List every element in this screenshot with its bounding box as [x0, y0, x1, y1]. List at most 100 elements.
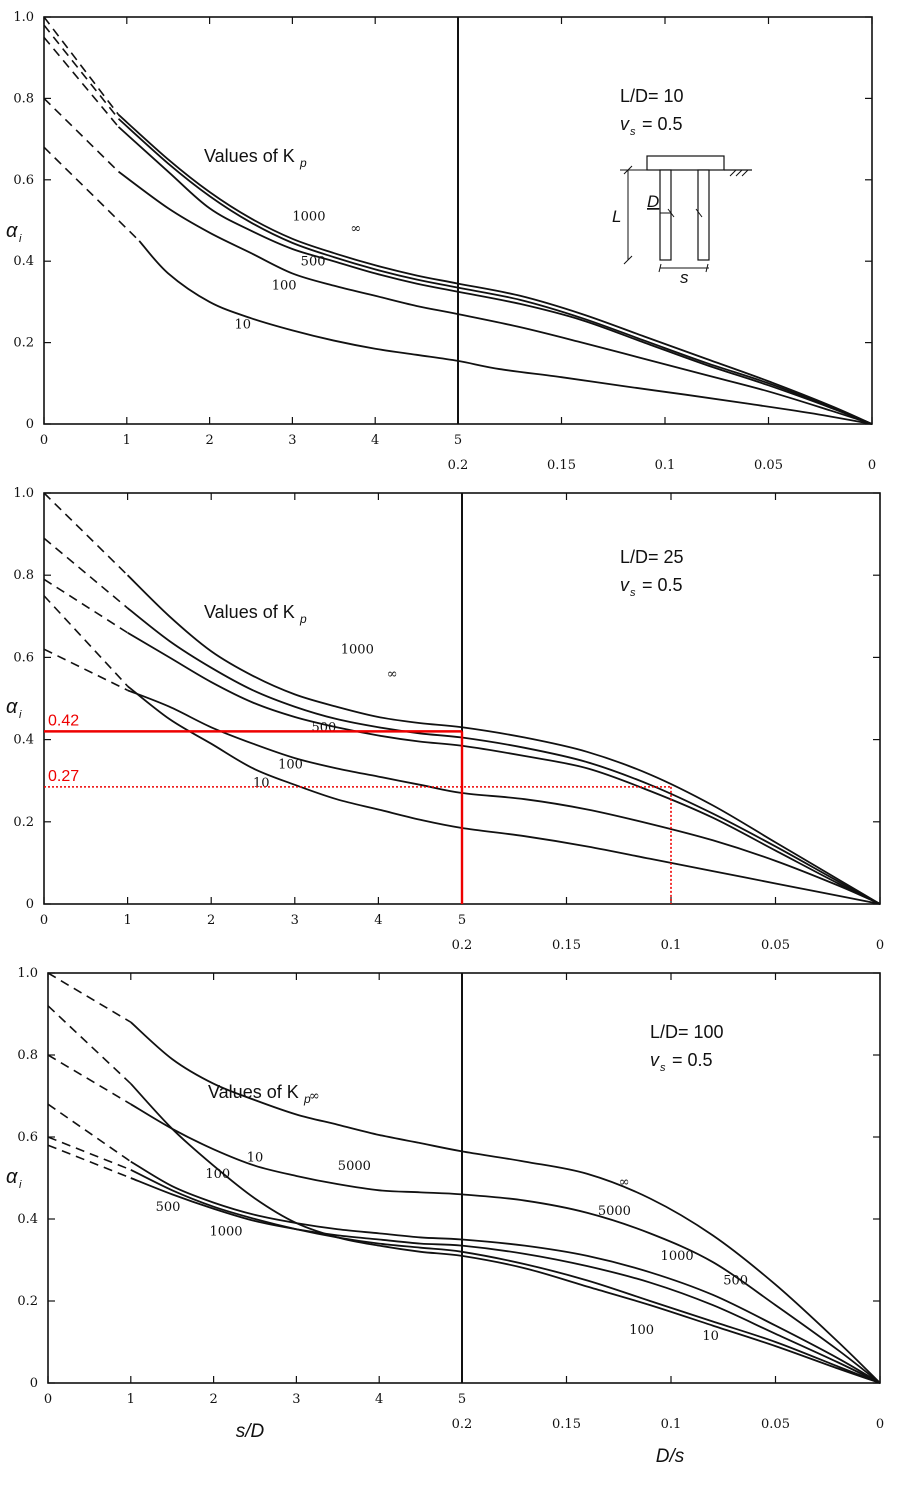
- curve-label: 500: [723, 1274, 748, 1289]
- y-tick-label: 0.6: [17, 1130, 38, 1145]
- annotation-label: 0.27: [48, 768, 79, 785]
- curve-label: 100: [205, 1167, 230, 1182]
- series-line-5000: [130, 1103, 881, 1384]
- series-dashed-1000: [47, 1103, 132, 1163]
- chart-panel-top: 0 0.2 0.4 0.6 0.8 1.0 0 1 2 3 4 5 0.2 0.15 0.1 0.05 0 10 1…: [6, 10, 876, 473]
- inset-d-label: D: [647, 192, 659, 211]
- y-tick-label: 1.0: [13, 486, 34, 501]
- series-dashed-10: [47, 1005, 132, 1085]
- curve-label: ∞: [619, 1175, 630, 1190]
- series-line-500: [127, 631, 881, 905]
- param-nu-sub: s: [630, 126, 636, 138]
- curve-label: 500: [301, 254, 326, 269]
- x-tick-label-right: 0.15: [552, 938, 581, 953]
- y-tick-label: 0.4: [17, 1212, 38, 1227]
- curve-label: 1000: [341, 642, 374, 657]
- series-line-1000: [127, 607, 881, 905]
- y-tick-label: 0.2: [17, 1294, 38, 1309]
- param-nu-value: = 0.5: [642, 114, 683, 134]
- curve-label: 1000: [209, 1224, 242, 1239]
- series-dashed-10: [43, 595, 129, 687]
- legend-title: Values of K: [204, 602, 295, 622]
- x-axis-label-right: D/s: [656, 1446, 685, 1467]
- chart-panel-middle: 0 0.2 0.4 0.6 0.8 1.0 0 1 2 3 4 5 0.2 0.15 0.1 0.05 0 10 1…: [6, 486, 884, 953]
- y-tick-label: 1.0: [17, 966, 38, 981]
- series-line-100: [130, 1168, 881, 1384]
- y-tick-label: 0.4: [13, 254, 34, 269]
- series-dashed-5000: [47, 1054, 132, 1105]
- series-dashed-∞: [47, 972, 132, 1023]
- param-ld: L/D= 10: [620, 86, 684, 106]
- param-nu-symbol: v: [650, 1050, 660, 1070]
- y-axis-label: α: [6, 696, 18, 718]
- x-tick-label: 0: [40, 433, 48, 448]
- series-line-10: [130, 1083, 881, 1384]
- x-tick-label-right: 0.1: [661, 1417, 682, 1432]
- pile-diagram: D Ls: [612, 155, 752, 287]
- series-dashed-∞: [43, 492, 129, 576]
- x-tick-label-right: 0.05: [754, 458, 783, 473]
- d-dim-ticks: [667, 208, 703, 218]
- series-line-100: [127, 689, 881, 905]
- param-nu-sub: s: [630, 587, 636, 599]
- series-dashed-500: [47, 1144, 132, 1179]
- x-tick-label: 1: [123, 913, 131, 928]
- param-nu-sub: s: [660, 1062, 666, 1074]
- curve-label: 1000: [661, 1249, 694, 1264]
- y-axis-label: α: [6, 1166, 18, 1188]
- series-line-1000: [117, 118, 873, 425]
- legend-title: Values of K: [208, 1082, 299, 1102]
- curve-label: 100: [278, 757, 303, 772]
- y-tick-label: 0.8: [13, 91, 34, 106]
- legend-title-sub: p: [299, 612, 307, 626]
- x-axis-label-left: s/D: [236, 1421, 265, 1442]
- y-axis-label: α: [6, 220, 18, 242]
- curve-label: 10: [253, 776, 270, 791]
- x-tick-label: 5: [454, 433, 462, 448]
- x-tick-label-right: 0: [876, 938, 884, 953]
- param-nu-value: = 0.5: [642, 575, 683, 595]
- x-tick-label: 1: [127, 1392, 135, 1407]
- l-dim-ticks: [623, 165, 633, 265]
- y-tick-label: 0: [26, 897, 34, 912]
- y-axis-label-sub: i: [19, 709, 22, 721]
- x-tick-label: 2: [209, 1392, 217, 1407]
- ground-hatch: [729, 169, 749, 177]
- series-line-10: [127, 685, 881, 905]
- x-tick-label: 2: [207, 913, 215, 928]
- x-tick-label: 3: [288, 433, 296, 448]
- pile-cap: [646, 155, 725, 171]
- series-line-1000: [130, 1160, 881, 1384]
- series-dashed-1000: [43, 537, 129, 609]
- series-dashed-100: [47, 1136, 132, 1171]
- x-tick-label-right: 0.2: [452, 1417, 473, 1432]
- curve-label: 10: [702, 1329, 719, 1344]
- x-tick-label-right: 0.05: [761, 1417, 790, 1432]
- series-line-∞: [130, 1021, 881, 1384]
- x-tick-label-right: 0.05: [761, 938, 790, 953]
- x-tick-label: 2: [205, 433, 213, 448]
- x-tick-label: 5: [458, 1392, 466, 1407]
- y-tick-label: 0.2: [13, 336, 34, 351]
- y-tick-label: 0.4: [13, 733, 34, 748]
- x-tick-label-right: 0.2: [448, 458, 469, 473]
- curve-label: 500: [312, 720, 337, 735]
- x-tick-label-right: 0.1: [655, 458, 676, 473]
- x-tick-label: 0: [40, 913, 48, 928]
- series-line-∞: [126, 574, 881, 905]
- inset-s-label: s: [680, 268, 689, 287]
- curve-label: 500: [156, 1200, 181, 1215]
- legend-title: Values of K: [204, 146, 295, 166]
- y-tick-label: 1.0: [13, 10, 34, 25]
- series-dashed-10: [43, 146, 140, 242]
- series-dashed-500: [43, 578, 129, 634]
- x-tick-label: 3: [291, 913, 299, 928]
- series-dashed-100: [43, 97, 120, 173]
- param-nu-value: = 0.5: [672, 1050, 713, 1070]
- s-dim-ticks: [658, 263, 709, 273]
- annotation-label: 0.42: [48, 712, 79, 729]
- x-tick-label-right: 0: [868, 458, 876, 473]
- param-ld: L/D= 100: [650, 1022, 724, 1042]
- curve-label: 10: [247, 1151, 264, 1166]
- x-tick-label: 4: [371, 433, 379, 448]
